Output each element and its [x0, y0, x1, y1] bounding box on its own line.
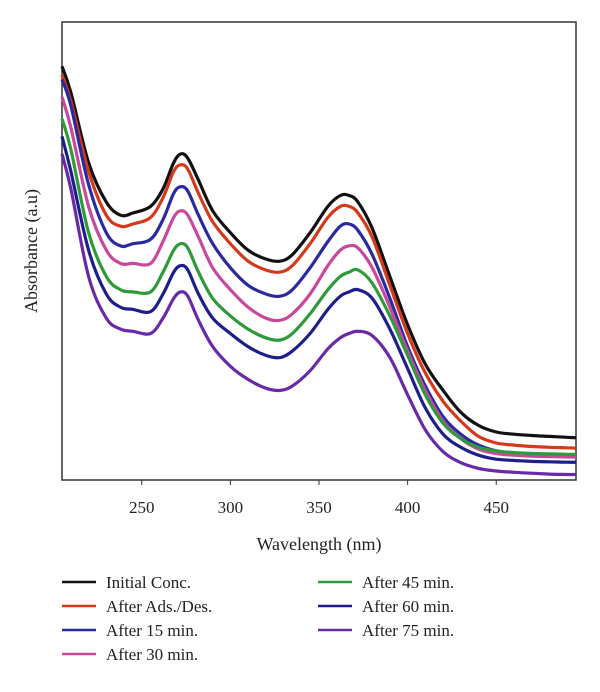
x-tick-label: 450 [483, 498, 509, 517]
series-line-3 [60, 96, 576, 459]
x-axis-ticks: 250 300 350 400 450 [129, 480, 509, 517]
x-tick-label: 400 [395, 498, 421, 517]
series-line-1 [60, 74, 577, 450]
x-tick-label: 350 [306, 498, 332, 517]
x-axis-title: Wavelength (nm) [256, 534, 381, 555]
legend-label-6: After 75 min. [362, 621, 454, 640]
plot-frame [61, 21, 577, 481]
legend-label-1: After Ads./Des. [106, 597, 212, 616]
legend: Initial Conc. After Ads./Des. After 15 min… [62, 573, 454, 664]
series-line-5 [60, 135, 577, 464]
x-tick-label: 250 [129, 498, 155, 517]
x-tick-label: 300 [218, 498, 244, 517]
legend-label-0: Initial Conc. [106, 573, 191, 592]
legend-label-3: After 30 min. [106, 645, 198, 664]
legend-label-4: After 45 min. [362, 573, 454, 592]
legend-label-2: After 15 min. [106, 621, 198, 640]
legend-label-5: After 60 min. [362, 597, 454, 616]
series-line-6 [60, 153, 577, 477]
series-line-0 [60, 65, 577, 440]
series-line-4 [60, 118, 577, 456]
series-layer [60, 65, 577, 477]
series-line-2 [60, 78, 577, 457]
y-axis-title: Absorbance (a.u) [21, 189, 42, 313]
